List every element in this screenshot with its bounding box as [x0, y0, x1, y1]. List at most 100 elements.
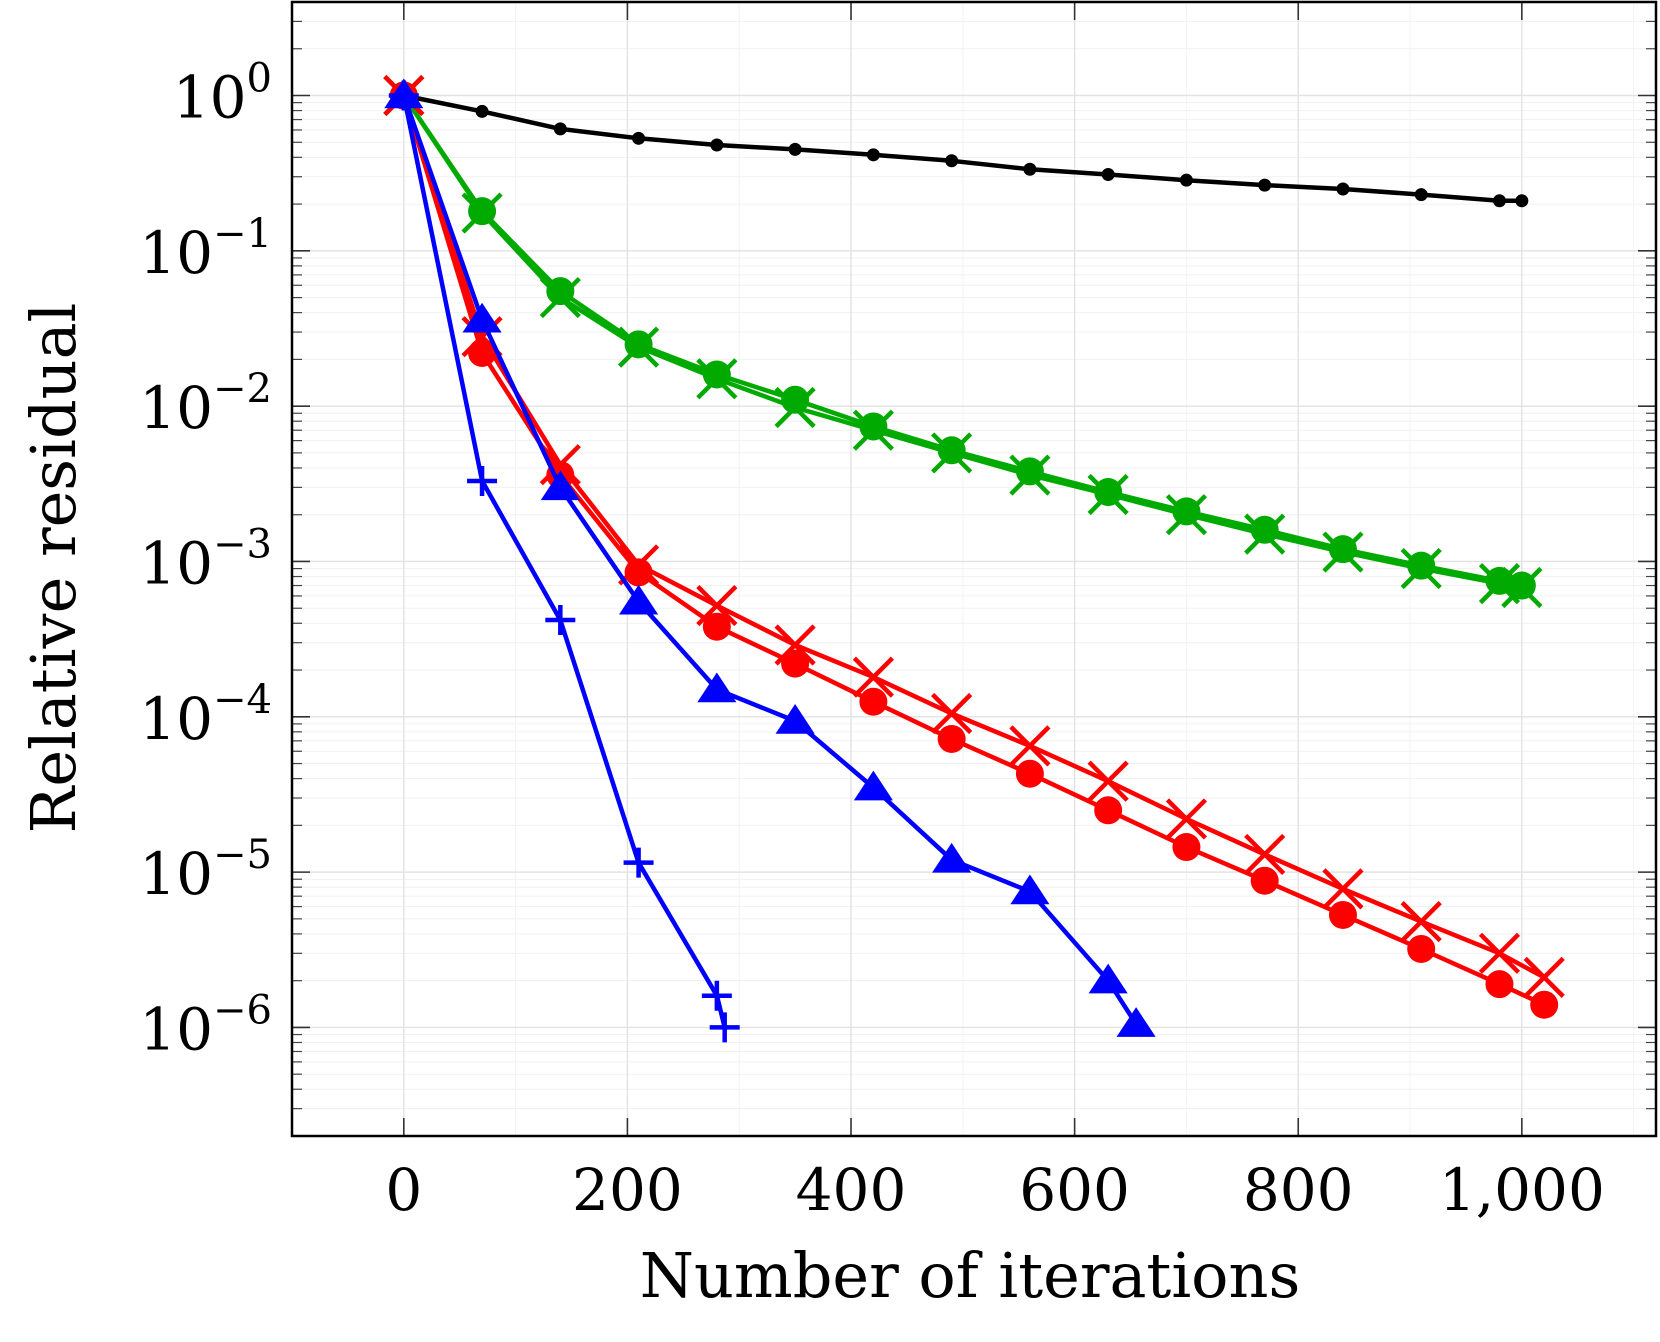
x-tick-label: 600 [1019, 1156, 1130, 1224]
y-tick-labels: 100 10−1 10−2 10−3 10−4 10−5 10−6 [139, 56, 272, 1064]
data-point [617, 544, 660, 586]
data-point [388, 80, 419, 111]
data-point [1009, 454, 1051, 496]
data-point [1515, 194, 1529, 208]
series-line [401, 94, 1523, 590]
data-point [632, 131, 646, 145]
data-point [709, 1012, 740, 1043]
data-point [866, 148, 880, 162]
x-tick-label: 400 [796, 1156, 907, 1224]
data-point [853, 770, 893, 801]
data-point [701, 980, 732, 1011]
data-point [931, 432, 973, 474]
y-tick-label: 100 [173, 56, 272, 132]
x-tick-labels: 0 200 400 600 800 1,000 [385, 1156, 1605, 1224]
data-point [696, 358, 738, 400]
data-point [1116, 1007, 1156, 1037]
data-point [1244, 833, 1286, 876]
data-point [539, 444, 581, 486]
axis-ticks [292, 1, 1656, 1137]
data-point [461, 192, 503, 234]
data-point [617, 326, 660, 368]
data-point [1165, 798, 1208, 840]
data-point [1400, 547, 1442, 590]
data-point [1015, 759, 1044, 788]
data-point [624, 558, 653, 587]
data-point [1094, 796, 1123, 825]
data-point [710, 138, 724, 152]
x-tick-label: 200 [572, 1156, 683, 1224]
data-point [475, 104, 489, 118]
data-point [775, 703, 815, 734]
data-point [1010, 874, 1050, 905]
data-point [781, 649, 810, 678]
data-point [696, 584, 738, 627]
data-point [1165, 494, 1208, 536]
data-point [1172, 833, 1201, 862]
data-point [1088, 963, 1128, 994]
y-tick-label: 10−6 [139, 987, 272, 1063]
data-point [774, 386, 816, 429]
data-point [1322, 868, 1364, 910]
x-axis-label: Number of iterations [640, 1239, 1301, 1312]
data-point [1400, 901, 1442, 943]
data-point [623, 847, 654, 878]
data-point [697, 672, 737, 703]
y-tick-label: 10−4 [139, 677, 272, 753]
data-point [1250, 866, 1279, 895]
data-point [1087, 760, 1129, 802]
data-point [1322, 531, 1364, 573]
data-point [619, 584, 659, 615]
data-point [788, 142, 802, 156]
data-point [1101, 168, 1115, 182]
data-point [1328, 900, 1357, 929]
data-point [937, 724, 966, 753]
data-point [1492, 194, 1506, 208]
y-axis-label: Relative residual [17, 303, 90, 834]
data-point [1258, 178, 1272, 192]
data-point [467, 465, 498, 496]
data-point [852, 409, 894, 451]
series-line [401, 94, 1523, 588]
data-point [540, 470, 580, 501]
data-point [553, 122, 567, 136]
y-tick-label: 10−5 [139, 832, 272, 908]
data-point [546, 277, 575, 306]
data-point [1009, 725, 1051, 767]
y-tick-label: 10−1 [139, 211, 272, 287]
series-line [401, 94, 1546, 1007]
series-line [401, 94, 1546, 980]
data-point [702, 612, 731, 641]
x-tick-label: 0 [385, 1156, 422, 1224]
data-point [545, 604, 576, 635]
data-point [1501, 566, 1543, 609]
data-point [1478, 932, 1521, 974]
data-point [1407, 934, 1436, 963]
data-point [932, 842, 972, 873]
data-point [931, 692, 973, 735]
data-point [1179, 173, 1193, 187]
data-point [539, 276, 581, 319]
data-point [1087, 473, 1129, 516]
data-point [945, 154, 959, 168]
data-point [1023, 162, 1037, 176]
x-tick-label: 1,000 [1439, 1156, 1605, 1224]
data-point [859, 687, 888, 716]
data-point [1336, 182, 1350, 196]
data-point [852, 656, 894, 698]
data-point [462, 302, 502, 333]
data-point [774, 624, 816, 666]
y-tick-label: 10−2 [139, 366, 272, 442]
series-7 [388, 80, 740, 1043]
data-point [1485, 970, 1514, 999]
series-group [383, 74, 1565, 1043]
x-tick-label: 800 [1243, 1156, 1354, 1224]
series-6 [384, 78, 1156, 1037]
data-point [1530, 990, 1559, 1019]
data-point [1523, 956, 1565, 998]
series-line [403, 93, 1522, 204]
plot-frame [290, 0, 1658, 1138]
y-tick-label: 10−3 [139, 521, 272, 597]
